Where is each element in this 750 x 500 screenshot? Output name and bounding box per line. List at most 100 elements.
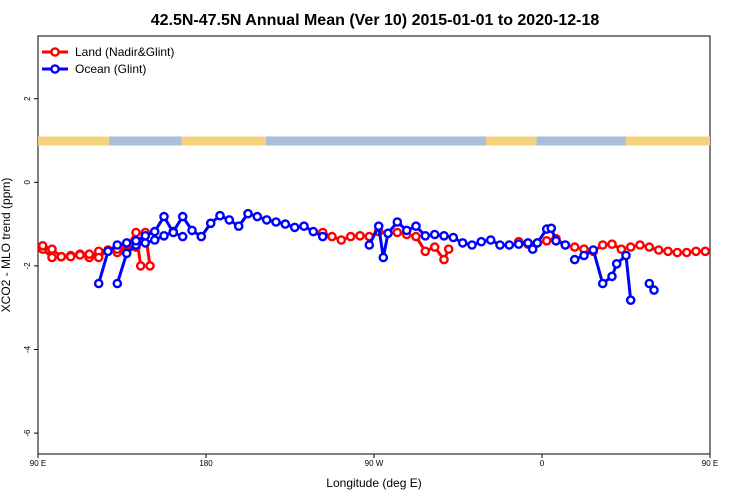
x-tick-label: 90 E — [30, 459, 46, 468]
legend-swatch-marker — [50, 47, 60, 57]
data-point — [215, 210, 225, 221]
data-point — [625, 242, 636, 252]
data-point — [345, 231, 356, 242]
data-point — [621, 250, 631, 261]
data-point — [196, 231, 207, 242]
data-point — [588, 245, 599, 255]
data-point — [336, 235, 347, 245]
data-point — [607, 239, 617, 249]
data-point — [149, 226, 160, 237]
mask-ocean-segment — [108, 136, 182, 146]
data-point — [37, 240, 48, 251]
data-point — [56, 251, 67, 262]
y-axis-title: XCO2 - MLO trend (ppm) — [0, 178, 13, 313]
data-point — [93, 252, 104, 263]
data-point — [261, 215, 272, 225]
data-point — [429, 242, 440, 252]
data-point — [47, 252, 57, 263]
data-point — [131, 227, 141, 238]
data-point — [569, 242, 580, 252]
data-point — [112, 278, 123, 289]
data-point — [597, 240, 608, 250]
data-point — [457, 238, 468, 248]
x-tick-label: 0 — [540, 459, 545, 468]
data-point — [443, 244, 454, 254]
data-point — [644, 278, 655, 289]
data-point — [495, 240, 505, 250]
legend-item: Land (Nadir&Glint) — [42, 45, 174, 59]
data-point — [327, 231, 337, 242]
mask-land-segment — [626, 136, 710, 146]
y-tick-label: -2 — [23, 262, 32, 270]
data-point — [527, 244, 538, 254]
data-point — [121, 238, 132, 248]
data-point — [289, 222, 300, 233]
mask-ocean-segment — [536, 136, 626, 146]
data-point — [383, 228, 393, 239]
data-point — [205, 218, 216, 229]
y-axis: 2 0 -2 -4 -6 — [23, 96, 38, 437]
data-point — [131, 235, 141, 246]
data-point — [411, 231, 421, 242]
data-point — [607, 271, 617, 282]
data-point — [546, 223, 557, 234]
data-point — [168, 227, 179, 238]
data-point — [672, 247, 683, 258]
legend: Land (Nadir&Glint) Ocean (Glint) — [42, 45, 174, 76]
data-point — [579, 250, 589, 261]
data-point — [364, 240, 375, 250]
data-point — [233, 221, 244, 231]
data-point — [653, 245, 664, 255]
legend-label: Ocean (Glint) — [75, 62, 146, 76]
data-point — [429, 229, 440, 240]
mask-land-segment — [38, 136, 109, 146]
x-axis: 90 E 180 90 W 0 90 E — [30, 454, 718, 468]
data-point — [224, 215, 235, 225]
data-point — [448, 232, 459, 243]
x-axis-title: Longitude (deg E) — [326, 476, 421, 490]
data-point — [439, 230, 449, 241]
data-point — [523, 238, 533, 248]
data-point — [159, 211, 169, 222]
legend-label: Land (Nadir&Glint) — [75, 45, 174, 59]
data-point — [299, 221, 309, 231]
data-point — [420, 230, 431, 241]
data-point — [392, 217, 403, 227]
data-point — [252, 211, 263, 222]
data-point — [560, 240, 571, 250]
x-tick-label: 90 E — [702, 459, 718, 468]
data-point — [625, 295, 636, 306]
y-tick-label: -4 — [23, 345, 32, 353]
series-line — [97, 215, 184, 284]
data-point — [513, 239, 524, 249]
data-point — [159, 230, 169, 241]
data-point — [439, 254, 449, 265]
data-point — [355, 230, 365, 241]
data-point — [420, 246, 431, 257]
data-point — [401, 225, 412, 236]
chart-title: 42.5N-47.5N Annual Mean (Ver 10) 2015-01… — [151, 12, 600, 29]
series-ocean — [93, 208, 659, 306]
mask-land-segment — [486, 136, 537, 146]
data-point — [691, 246, 701, 257]
data-point — [93, 278, 104, 289]
data-point — [149, 235, 160, 245]
data-point — [597, 278, 608, 289]
data-point — [644, 242, 655, 252]
data-point — [135, 261, 146, 271]
y-tick-label: 2 — [23, 96, 32, 101]
data-point — [635, 240, 645, 250]
data-point — [112, 240, 123, 250]
data-point — [177, 211, 188, 222]
data-point — [392, 227, 403, 238]
data-point — [373, 221, 384, 231]
legend-item: Ocean (Glint) — [42, 62, 146, 76]
data-point — [317, 231, 328, 242]
data-point — [411, 221, 421, 231]
data-point — [700, 246, 711, 257]
mask-ocean-segment — [265, 136, 486, 146]
data-point — [47, 244, 57, 254]
y-tick-label: -6 — [23, 429, 32, 437]
data-point — [378, 252, 389, 263]
